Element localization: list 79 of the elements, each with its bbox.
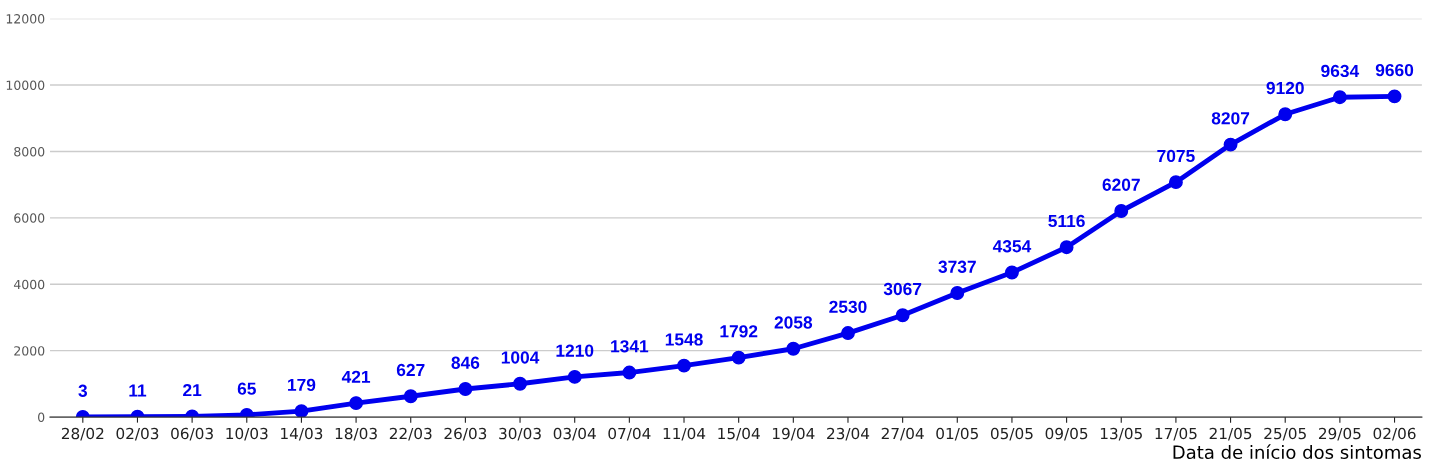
data-label: 1341	[611, 340, 649, 353]
data-label: 6207	[1102, 178, 1140, 191]
x-tick-label: 14/03	[281, 427, 323, 441]
data-label: 65	[237, 382, 256, 395]
x-tick-label: 10/03	[226, 427, 268, 441]
point	[458, 382, 473, 396]
y-tick-label: 8000	[14, 146, 45, 157]
point	[895, 308, 910, 323]
point	[1332, 90, 1347, 105]
x-tick-label: 23/04	[827, 427, 870, 441]
point	[1004, 265, 1019, 280]
x-tick-label: 29/05	[1318, 427, 1361, 441]
data-label: 5116	[1048, 214, 1085, 228]
x-tick-label: 30/03	[499, 427, 541, 441]
data-label: 179	[288, 378, 316, 392]
data-label: 3737	[938, 260, 976, 273]
point	[950, 286, 965, 300]
data-label: 1548	[665, 333, 703, 346]
data-label: 421	[341, 370, 371, 383]
data-label: 7075	[1157, 149, 1195, 163]
x-tick-label: 21/05	[1209, 427, 1252, 441]
point	[677, 358, 691, 373]
data-label: 8207	[1211, 112, 1250, 125]
x-tick-label: 13/05	[1100, 427, 1142, 441]
data-label: 21	[183, 383, 202, 397]
point	[731, 350, 746, 365]
point	[349, 396, 364, 411]
data-label: 2530	[829, 300, 867, 313]
x-tick-label: 05/05	[990, 427, 1033, 441]
data-label: 11	[129, 384, 147, 397]
point	[513, 376, 527, 391]
data-label: 3	[78, 384, 88, 397]
point	[1223, 137, 1238, 152]
x-tick-label: 19/04	[772, 427, 815, 441]
x-tick-label: 17/05	[1155, 427, 1197, 441]
x-tick-label: 28/02	[61, 427, 104, 441]
x-tick-label: 01/05	[936, 427, 978, 441]
data-label: 9120	[1266, 81, 1304, 95]
y-tick-label: 4000	[13, 279, 45, 290]
point	[786, 341, 801, 356]
data-label: 627	[396, 363, 425, 377]
data-label: 1792	[720, 325, 758, 338]
y-tick-label: 6000	[14, 213, 45, 223]
point	[841, 326, 855, 341]
x-tick-label: 02/03	[116, 427, 159, 441]
x-tick-label: 09/05	[1045, 427, 1088, 441]
x-tick-label: 06/03	[171, 427, 213, 441]
data-label: 2058	[774, 316, 813, 329]
data-label: 9634	[1321, 64, 1360, 78]
x-tick-label: 27/04	[881, 427, 924, 441]
point	[1278, 107, 1293, 122]
point	[403, 389, 418, 404]
x-tick-label: 26/03	[444, 427, 487, 441]
data-label: 9660	[1375, 63, 1414, 77]
point	[567, 369, 582, 384]
point	[1114, 204, 1129, 218]
y-tick-label: 10000	[6, 80, 45, 90]
x-tick-label: 07/04	[608, 427, 651, 441]
data-label: 4354	[992, 240, 1032, 253]
x-tick-label: 25/05	[1264, 427, 1306, 441]
data-label: 1004	[501, 351, 540, 364]
data-label: 1210	[556, 344, 594, 357]
point	[1387, 89, 1402, 104]
point	[1168, 175, 1183, 190]
y-tick-label: 2000	[14, 346, 45, 356]
data-label: 846	[451, 356, 480, 369]
x-tick-label: 18/03	[335, 427, 377, 441]
x-axis-title: Data de início dos sintomas	[1173, 444, 1421, 460]
x-tick-label: 03/04	[553, 427, 596, 441]
point	[294, 404, 309, 418]
point	[622, 365, 637, 380]
point	[1059, 240, 1074, 255]
data-label: 3067	[883, 282, 922, 296]
y-tick-label: 12000	[6, 14, 45, 24]
x-tick-label: 22/03	[389, 427, 432, 441]
x-tick-label: 15/04	[718, 427, 760, 441]
y-tick-label: 0	[38, 412, 45, 422]
x-tick-label: 02/06	[1373, 427, 1416, 441]
x-tick-label: 11/04	[663, 427, 706, 441]
